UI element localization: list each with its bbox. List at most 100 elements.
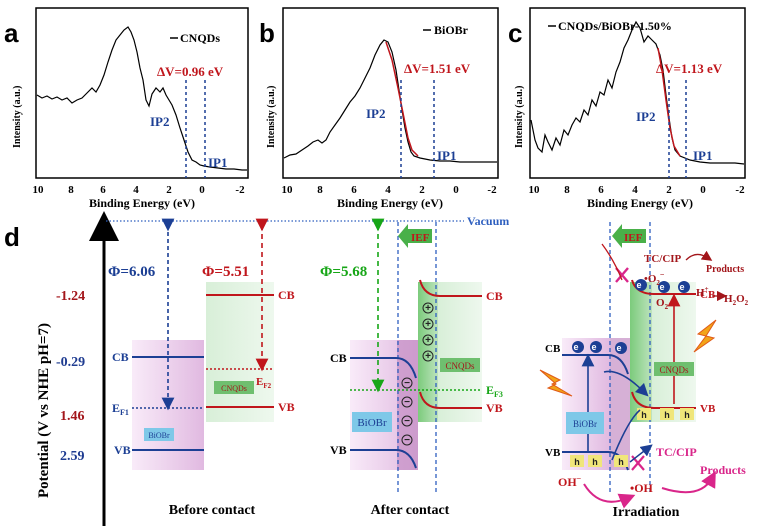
biobr-band-region: [562, 338, 610, 470]
h2o2-label: H2O2: [724, 293, 749, 307]
negative-charges: − − − −: [401, 377, 413, 446]
svg-text:e: e: [636, 280, 641, 290]
cnqds-cb-bent: [419, 279, 482, 297]
svg-text:h: h: [618, 457, 624, 467]
tick-label: 6: [598, 184, 604, 196]
irr-vb-right-label: VB: [700, 403, 716, 415]
cnqds-band-region: [206, 282, 274, 422]
oh-radical-arrow: [583, 483, 636, 509]
light-icon: [693, 319, 717, 353]
potential-value: 2.59: [60, 449, 85, 464]
after-cb-right-label: CB: [486, 289, 503, 303]
panel-b-ylabel: Intensity (a.u.): [266, 85, 277, 148]
biobr-cb-bent: [562, 354, 629, 375]
vacuum-label: Vacuum: [467, 214, 509, 228]
panel-c-ip2: IP2: [636, 109, 656, 124]
products-arrow-bottom: [661, 470, 716, 494]
cnqds-tag: [440, 358, 480, 372]
panel-b-ip2: IP2: [366, 106, 386, 121]
panel-c-legend: CNQDs/BiOBr-1.50%: [558, 19, 672, 33]
tick-label: -2: [235, 184, 245, 196]
potential-value: -0.29: [56, 355, 85, 370]
panel-b-legend: BiOBr: [434, 23, 469, 37]
tick-label: 4: [385, 184, 391, 196]
potential-value: 1.46: [60, 409, 85, 424]
tick-label: 8: [564, 184, 570, 196]
ef1-label: EF1: [112, 401, 129, 417]
panel-c-spectrum: [530, 20, 745, 165]
panel-b-ip1: IP1: [437, 148, 457, 163]
potential-axis-label: Potential (V vs NHE pH=7): [36, 323, 52, 498]
panel-b-spectrum: [283, 39, 497, 163]
tick-label: 6: [351, 184, 357, 196]
tick-label: 4: [632, 184, 638, 196]
tick-label: 0: [453, 184, 459, 196]
phi-biobr-label: Φ=6.06: [108, 264, 156, 280]
hole-oxidation-arrow: [629, 444, 653, 463]
panel-c-xticks: 10 8 6 4 2 0 -2: [529, 184, 746, 196]
tick-label: 2: [419, 184, 425, 196]
o2-label: O2: [656, 297, 669, 311]
tick-label: 2: [666, 184, 672, 196]
oh-minus-label: OH−: [558, 474, 582, 489]
recombination-arrow: [603, 370, 649, 397]
tick-label: 0: [199, 184, 205, 196]
biobr-tag-text: BiOBr: [148, 431, 170, 440]
svg-text:−: −: [404, 397, 410, 408]
biobr-vb-bent: [350, 449, 417, 469]
holes: h h h h h h: [570, 408, 694, 467]
tick-label: 10: [529, 184, 541, 196]
cnqds-cb-bent: [631, 279, 696, 295]
panel-d: d Potential (V vs NHE pH=7) -1.24 -0.29 …: [4, 211, 749, 526]
panel-a-xticks: 10 8 6 4 2 0 -2: [33, 184, 246, 196]
biobr-cb-bent: [350, 357, 417, 379]
panel-c-ip1: IP1: [693, 148, 713, 163]
svg-text:h: h: [574, 457, 580, 467]
cnqds-tag-text: CNQDs: [445, 361, 475, 371]
svg-text:e: e: [659, 282, 664, 292]
panel-a-spectrum: [36, 26, 247, 171]
superoxide-label: •O2−: [644, 270, 665, 287]
after-vb-left-label: VB: [330, 443, 347, 457]
after-contact-title: After contact: [371, 503, 450, 518]
tick-label: 8: [317, 184, 323, 196]
products-top: Products: [706, 264, 744, 275]
h-plus-label: H+: [696, 285, 709, 299]
biobr-tag: [352, 412, 392, 432]
panel-a-ip2: IP2: [150, 114, 170, 129]
electrons: e e e e e e: [572, 279, 690, 354]
ief-arrow: [398, 224, 432, 248]
svg-text:−: −: [404, 378, 410, 389]
svg-text:−: −: [404, 416, 410, 427]
ef2-label: EF2: [256, 376, 272, 390]
panel-a-delta-v: ΔV=0.96 eV: [157, 64, 224, 79]
hole-transfer-arrow: [611, 409, 641, 461]
phi-cnqds-label: Φ=5.51: [202, 264, 249, 280]
biobr-tag-text: BiOBr: [357, 417, 387, 429]
svg-text:e: e: [591, 342, 596, 352]
panel-c-letter: c: [508, 18, 522, 48]
svg-text:h: h: [641, 410, 647, 420]
depletion-region-cnqds: [630, 282, 652, 422]
panel-c-fit-curve: [657, 47, 681, 157]
before-contact: Φ=6.06 Φ=5.51 CB VB EF1 CB VB EF2 BiOBr …: [108, 218, 295, 518]
svg-text:+: +: [425, 351, 431, 362]
products-arrow-top: [685, 250, 713, 261]
oh-radical-label: •OH: [630, 481, 654, 495]
cnqds-tag-text: CNQDs: [659, 365, 689, 375]
svg-text:e: e: [573, 342, 578, 352]
blocked-path: [601, 243, 623, 281]
irradiation: IEF CB VB CB VB e e e e e e h h h h h h: [539, 222, 749, 520]
tick-label: 10: [33, 184, 45, 196]
tick-label: 10: [282, 184, 294, 196]
svg-text:h: h: [664, 410, 670, 420]
cnqds-band-region: [438, 282, 482, 422]
panel-c: c CNQDs/BiOBr-1.50% ΔV=1.13 eV IP2 IP1 I…: [508, 7, 746, 210]
panel-c-delta-v: ΔV=1.13 eV: [656, 61, 723, 76]
cnqds-vb-bent: [419, 391, 482, 409]
panel-a-legend: CNQDs: [180, 31, 220, 45]
tick-label: 2: [166, 184, 172, 196]
tick-label: 6: [100, 184, 106, 196]
cnqds-tag: [214, 381, 254, 394]
svg-text:+: +: [425, 303, 431, 314]
